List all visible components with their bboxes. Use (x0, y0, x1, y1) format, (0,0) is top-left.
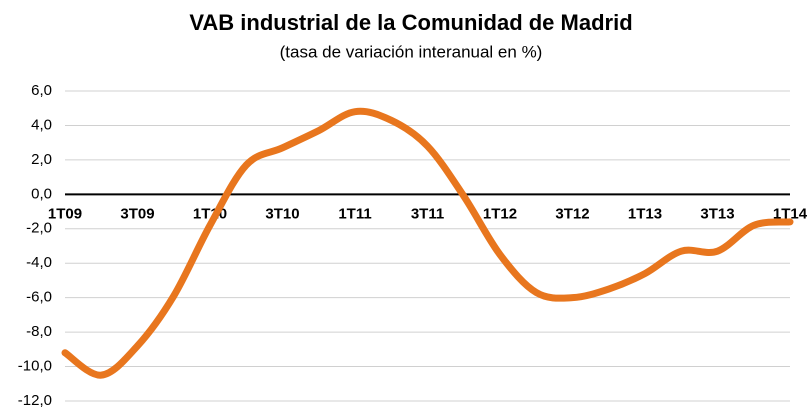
x-tick-label: 1T13 (628, 205, 662, 222)
y-tick-label: 4,0 (31, 116, 52, 133)
x-tick-label: 3T10 (265, 205, 299, 222)
y-tick-label: -6,0 (26, 289, 52, 306)
x-tick-label: 3T09 (120, 205, 154, 222)
x-tick-label: 1T12 (483, 205, 517, 222)
y-tick-label: -2,0 (26, 220, 52, 237)
y-tick-label: 6,0 (31, 82, 52, 99)
y-tick-label: 2,0 (31, 151, 52, 168)
x-tick-label: 3T13 (700, 205, 734, 222)
y-tick-label: -8,0 (26, 323, 52, 340)
chart-title: VAB industrial de la Comunidad de Madrid (189, 10, 632, 35)
data-line (61, 107, 794, 379)
y-tick-label: -12,0 (18, 392, 52, 409)
x-tick-label: 3T12 (555, 205, 589, 222)
y-tick-label: 0,0 (31, 185, 52, 202)
x-tick-label: 1T11 (338, 205, 371, 222)
chart-subtitle: (tasa de variación interanual en %) (280, 42, 543, 61)
y-tick-label: -10,0 (18, 358, 52, 375)
y-tick-label: -4,0 (26, 254, 52, 271)
x-tick-label: 3T11 (411, 205, 444, 222)
x-tick-label: 1T09 (48, 205, 82, 222)
x-tick-label: 1T14 (773, 205, 808, 222)
